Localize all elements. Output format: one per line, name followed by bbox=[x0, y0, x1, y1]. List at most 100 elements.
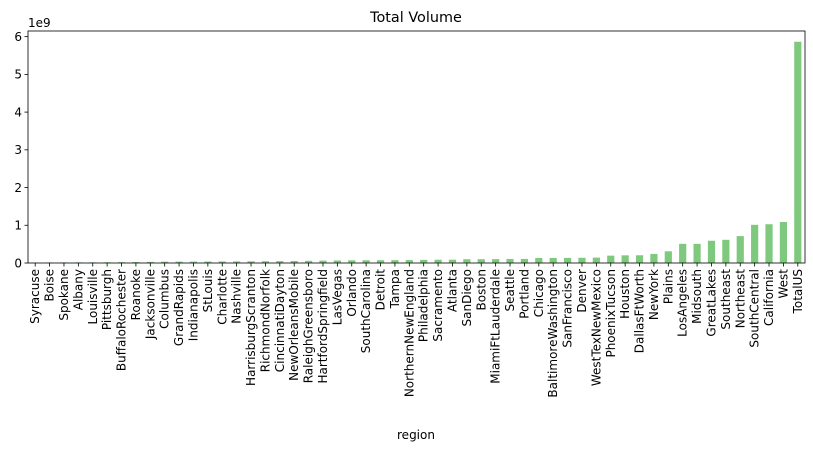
x-tick-label: TotalUS bbox=[791, 269, 805, 314]
bar-MiamiFtLauderdale bbox=[492, 259, 500, 263]
x-tick-label: RichmondNorfolk bbox=[258, 269, 272, 372]
bar-NewOrleansMobile bbox=[290, 260, 298, 263]
bar-DallasFtWorth bbox=[635, 255, 644, 263]
x-tick-label: WestTexNewMexico bbox=[589, 269, 603, 386]
bars-layer bbox=[31, 41, 802, 263]
x-tick-label: Orlando bbox=[345, 269, 359, 317]
x-tick-label: Columbus bbox=[158, 269, 172, 329]
x-tick-label: Midsouth bbox=[690, 269, 704, 324]
x-tick-label: Northeast bbox=[733, 269, 747, 329]
bar-Sacramento bbox=[434, 259, 442, 263]
bar-StLouis bbox=[204, 261, 212, 263]
x-tick-label: CincinnatiDayton bbox=[273, 269, 287, 372]
y-tick-label: 2 bbox=[14, 181, 22, 195]
x-tick-label: Tampa bbox=[388, 269, 402, 309]
x-tick-label: GrandRapids bbox=[172, 269, 186, 346]
bar-SanDiego bbox=[463, 259, 471, 263]
bar-SanFrancisco bbox=[563, 257, 572, 263]
x-tick-label: MiamiFtLauderdale bbox=[489, 269, 503, 384]
bar-RichmondNorfolk bbox=[261, 261, 270, 263]
bar-Charlotte bbox=[218, 261, 226, 263]
x-tick-label: California bbox=[762, 269, 776, 326]
bar-Jacksonville bbox=[146, 261, 154, 263]
bar-Plains bbox=[664, 251, 672, 263]
x-tick-label: HarrisburgScranton bbox=[244, 269, 258, 386]
x-axis-label: region bbox=[397, 428, 435, 442]
y-tick-label: 5 bbox=[14, 68, 22, 82]
x-tick-label: West bbox=[776, 269, 790, 299]
x-tick-label: Spokane bbox=[57, 269, 71, 321]
x-tick-label: DallasFtWorth bbox=[633, 269, 647, 353]
bar-Nashville bbox=[233, 261, 241, 263]
x-tick-label: Detroit bbox=[374, 269, 388, 311]
x-tick-label: Seattle bbox=[503, 269, 517, 311]
bar-West bbox=[779, 221, 788, 263]
bar-Philadelphia bbox=[420, 259, 428, 263]
x-tick-label: SouthCentral bbox=[748, 269, 762, 348]
x-tick-label: Jacksonville bbox=[143, 269, 157, 340]
x-tick-label: RaleighGreensboro bbox=[302, 269, 316, 383]
x-tick-label: Syracuse bbox=[28, 269, 42, 324]
x-tick-label: NorthernNewEngland bbox=[402, 269, 416, 397]
x-tick-label: Nashville bbox=[230, 269, 244, 324]
x-tick-label: Plains bbox=[661, 269, 675, 304]
bar-California bbox=[765, 224, 773, 263]
y-tick-label: 6 bbox=[14, 30, 22, 44]
plot-frame bbox=[27, 30, 806, 264]
x-tick-label: Houston bbox=[618, 269, 632, 319]
bar-Detroit bbox=[376, 260, 385, 263]
x-tick-label: LasVegas bbox=[330, 269, 344, 325]
bar-BuffaloRochester bbox=[117, 262, 126, 263]
bar-Chicago bbox=[535, 257, 543, 263]
x-tick-label: Southeast bbox=[719, 269, 733, 330]
bar-SouthCentral bbox=[751, 224, 759, 263]
bar-TotalUS bbox=[794, 41, 802, 263]
bar-Atlanta bbox=[448, 259, 457, 263]
bar-Seattle bbox=[506, 258, 514, 263]
bar-Northeast bbox=[736, 236, 744, 263]
x-tick-label: Denver bbox=[575, 269, 589, 313]
bar-HartfordSpringfield bbox=[319, 260, 327, 263]
bar-Columbus bbox=[161, 261, 169, 263]
x-tick-label: LosAngeles bbox=[676, 269, 690, 337]
x-tick-label: Chicago bbox=[532, 269, 546, 317]
y-axis-offset-label: 1e9 bbox=[28, 16, 51, 30]
bar-HarrisburgScranton bbox=[247, 261, 255, 263]
bar-Orlando bbox=[348, 260, 356, 263]
bar-Southeast bbox=[722, 239, 730, 263]
x-tick-label: Albany bbox=[71, 269, 85, 310]
x-tick-label: Pittsburgh bbox=[100, 269, 114, 330]
bar-BaltimoreWashington bbox=[549, 257, 557, 263]
x-tick-label: PhoenixTucson bbox=[604, 269, 618, 358]
bar-LasVegas bbox=[333, 260, 341, 263]
y-tick-label: 3 bbox=[14, 143, 22, 157]
x-tick-label: Sacramento bbox=[431, 269, 445, 342]
x-tick-label: Atlanta bbox=[445, 269, 459, 312]
bar-Roanoke bbox=[132, 262, 140, 263]
bar-NorthernNewEngland bbox=[405, 260, 413, 263]
y-axis-ticks: 0 1 2 3 4 5 6 bbox=[14, 30, 28, 270]
bar-Tampa bbox=[391, 260, 399, 263]
x-axis-ticks: Syracuse Boise Spokane Albany Louisville Pitt… bbox=[28, 263, 805, 398]
bar-NewYork bbox=[650, 253, 658, 263]
x-tick-label: SanDiego bbox=[460, 269, 474, 327]
bar-CincinnatiDayton bbox=[276, 261, 284, 263]
bar-Denver bbox=[578, 257, 586, 263]
bar-GrandRapids bbox=[175, 261, 183, 263]
bar-RaleighGreensboro bbox=[304, 260, 313, 263]
x-tick-label: Boston bbox=[474, 269, 488, 310]
x-tick-label: NewOrleansMobile bbox=[287, 269, 301, 381]
x-tick-label: Boise bbox=[43, 269, 57, 302]
x-tick-label: Indianapolis bbox=[186, 269, 200, 341]
x-tick-label: SanFrancisco bbox=[561, 269, 575, 348]
x-tick-label: Charlotte bbox=[215, 269, 229, 325]
bar-SouthCarolina bbox=[362, 260, 370, 263]
bar-Houston bbox=[621, 255, 629, 263]
x-tick-label: BuffaloRochester bbox=[115, 269, 129, 371]
bar-PhoenixTucson bbox=[607, 255, 615, 263]
bar-WestTexNewMexico bbox=[592, 257, 600, 263]
bar-Boston bbox=[477, 259, 485, 263]
chart-title: Total Volume bbox=[369, 10, 462, 26]
